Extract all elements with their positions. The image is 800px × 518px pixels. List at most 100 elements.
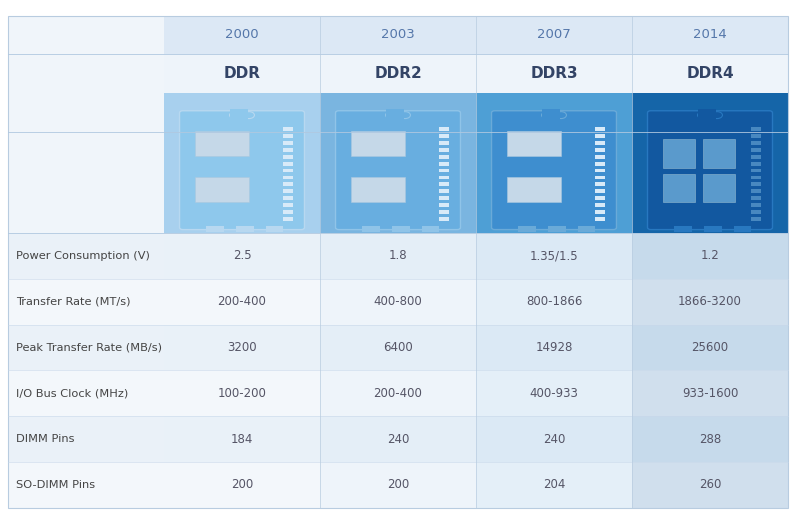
Text: 25600: 25600 [691,341,729,354]
Text: 1866-3200: 1866-3200 [678,295,742,308]
Text: 1.8: 1.8 [389,250,407,263]
Bar [266,226,283,232]
Bar [734,226,751,232]
Bar [350,177,405,202]
Bar [283,162,293,166]
Circle shape [556,112,566,119]
FancyBboxPatch shape [179,111,305,229]
Bar [283,217,293,221]
Text: 2.5: 2.5 [233,250,251,263]
Bar [164,54,788,93]
Bar [704,226,722,232]
Text: 204: 204 [543,478,565,491]
Text: 200: 200 [387,478,409,491]
Circle shape [698,112,708,119]
Text: SO-DIMM Pins: SO-DIMM Pins [16,480,95,490]
Bar [439,148,449,152]
Bar [439,176,449,179]
Bar [698,109,717,121]
Bar [751,162,761,166]
Bar [439,155,449,159]
Bar [703,174,735,202]
Bar [439,189,449,193]
Bar [206,226,224,232]
Bar [422,226,439,232]
Text: 2007: 2007 [537,28,571,41]
Circle shape [386,112,396,119]
Bar [595,189,605,193]
Bar [751,217,761,221]
Circle shape [542,112,552,119]
Bar [194,131,249,156]
Text: 1.35/1.5: 1.35/1.5 [530,250,578,263]
Bar [283,127,293,131]
Text: DDR: DDR [223,66,261,81]
Text: DDR4: DDR4 [686,66,734,81]
Bar [751,127,761,131]
Text: 288: 288 [699,433,721,445]
Bar [439,162,449,166]
Bar [283,134,293,138]
Bar [439,210,449,214]
Text: 2003: 2003 [381,28,415,41]
Bar [578,226,595,232]
Bar [439,203,449,207]
Bar [751,134,761,138]
Bar [164,16,788,54]
Bar [595,210,605,214]
Bar [283,148,293,152]
Bar [8,416,788,462]
Bar [283,203,293,207]
FancyBboxPatch shape [491,111,617,229]
Bar [595,182,605,186]
Text: DDR2: DDR2 [374,66,422,81]
Text: DIMM Pins: DIMM Pins [16,434,74,444]
Bar [283,169,293,172]
Text: 240: 240 [387,433,409,445]
Bar [595,148,605,152]
Bar [283,182,293,186]
Bar [439,134,449,138]
Text: 2000: 2000 [225,28,259,41]
Text: 933-1600: 933-1600 [682,387,738,400]
Bar [595,169,605,172]
Text: 400-800: 400-800 [374,295,422,308]
Bar [283,176,293,179]
Bar [595,217,605,221]
Bar [392,226,410,232]
Circle shape [244,112,254,119]
Text: 184: 184 [231,433,253,445]
Bar [548,226,566,232]
Text: 240: 240 [543,433,565,445]
Bar [236,226,254,232]
Bar [8,462,788,508]
Bar [751,189,761,193]
Bar [595,176,605,179]
Text: Peak Transfer Rate (MB/s): Peak Transfer Rate (MB/s) [16,342,162,352]
Circle shape [230,112,240,119]
Bar [283,155,293,159]
Bar [751,210,761,214]
Text: 14928: 14928 [535,341,573,354]
Bar [8,325,788,370]
Bar [751,148,761,152]
Bar [674,226,692,232]
Bar [595,155,605,159]
Bar [595,141,605,145]
Bar [751,176,761,179]
Bar [439,182,449,186]
Bar [350,131,405,156]
Bar [283,141,293,145]
Text: DDR3: DDR3 [530,66,578,81]
Bar [439,169,449,172]
Bar [506,131,561,156]
Bar [439,196,449,200]
Bar [230,109,249,121]
Bar [662,174,694,202]
Bar [8,279,788,325]
Text: Transfer Rate (MT/s): Transfer Rate (MT/s) [16,297,130,307]
Bar [595,134,605,138]
Bar [595,196,605,200]
Text: 2014: 2014 [693,28,727,41]
Bar [439,127,449,131]
